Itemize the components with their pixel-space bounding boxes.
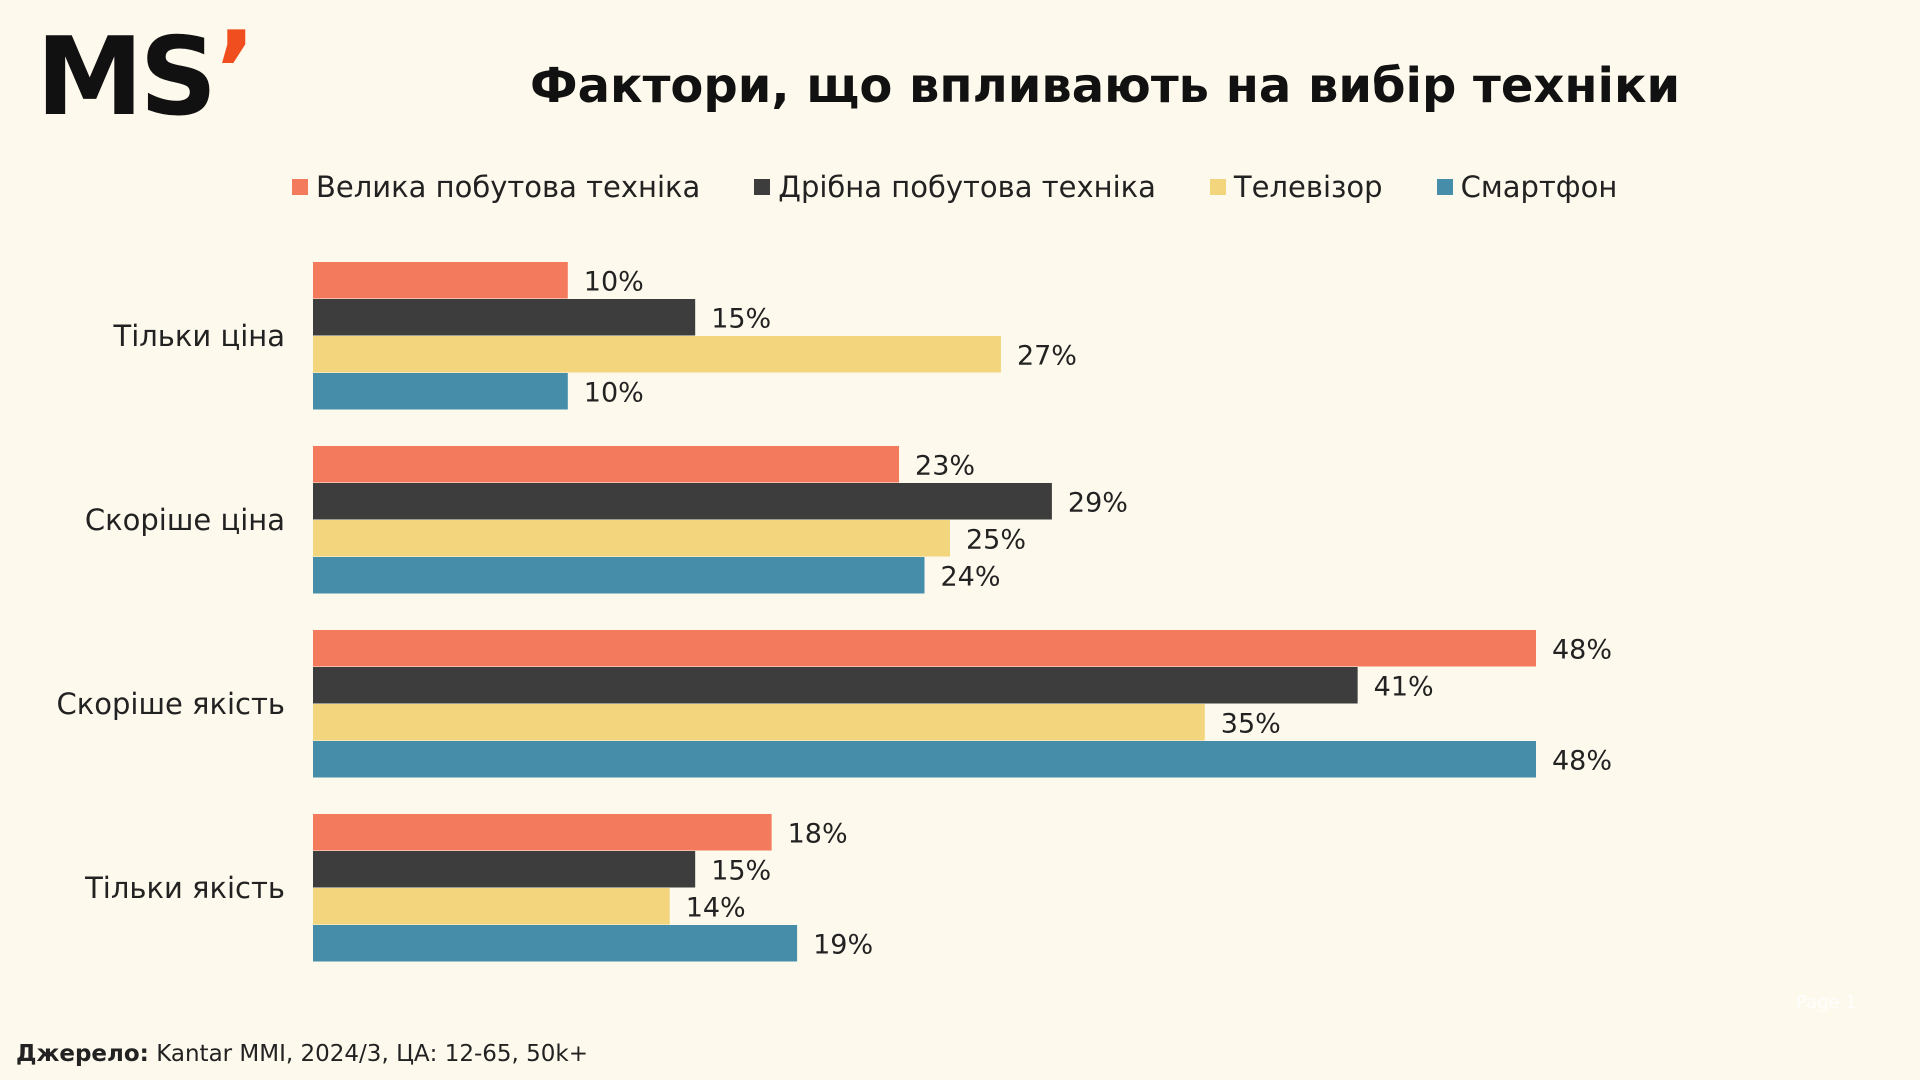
data-label: 10% [584,266,644,297]
bar [313,814,772,851]
bar [313,557,925,594]
data-label: 25% [966,524,1026,555]
data-label: 41% [1374,671,1434,702]
bar [313,851,696,888]
legend-swatch [754,179,771,195]
data-label: 15% [711,303,771,334]
bar [313,667,1358,704]
bar [313,630,1536,667]
data-label: 27% [1017,340,1077,371]
data-label: 48% [1552,634,1612,665]
bar [313,262,568,299]
data-label: 48% [1552,745,1612,776]
legend-item: Телевізор [1209,170,1383,204]
category-label: Тільки якість [84,871,285,905]
chart-legend: Велика побутова техніка Дрібна побутова т… [292,170,1617,204]
data-label: 29% [1068,487,1128,518]
category-label: Скоріше якість [56,687,285,721]
source-note: Джерело: Kantar MMI, 2024/3, ЦА: 12-65, … [16,1041,589,1067]
bar [313,704,1205,741]
bar [313,299,696,336]
legend-item: Дрібна побутова техніка [754,170,1156,204]
bar [313,520,950,557]
ms-logo: MS’ [36,9,256,140]
data-label: 18% [788,818,848,849]
data-label: 35% [1221,708,1281,739]
bar [313,741,1536,778]
legend-label: Телевізор [1233,170,1383,204]
legend-swatch [1209,179,1226,195]
data-label: 15% [711,855,771,886]
chart-title: Фактори, що впливають на вибір техніки [530,58,1681,114]
category-label: Скоріше ціна [85,503,285,537]
legend-item: Велика побутова техніка [292,170,700,204]
legend-label: Велика побутова техніка [316,170,701,204]
legend-swatch [1436,179,1453,195]
legend-swatch [292,179,308,195]
data-label: 23% [915,450,975,481]
data-label: 10% [584,377,644,408]
bar [313,446,900,483]
legend-item: Смартфон [1436,170,1618,204]
data-label: 24% [941,561,1001,592]
page-mark: Page 1 [1796,992,1857,1013]
bar [313,483,1052,520]
bar [313,373,568,410]
bar [313,888,670,925]
data-label: 19% [813,929,873,960]
legend-label: Дрібна побутова техніка [778,170,1156,204]
category-label: Тільки ціна [112,319,285,353]
bar [313,336,1001,373]
data-label: 14% [686,892,746,923]
bar [313,925,798,962]
bar-chart: Тільки ціна 10% 15% 27% 10% Скоріше ціна 23% 29… [56,262,1612,962]
legend-label: Смартфон [1460,170,1618,204]
